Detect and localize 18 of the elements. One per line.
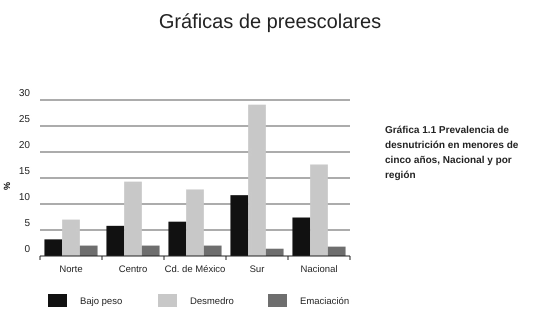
y-tick-label: 15 (18, 166, 30, 177)
legend-label: Desmedro (190, 296, 234, 307)
legend-label: Emaciación (300, 296, 350, 307)
x-tick-label: Nacional (300, 264, 338, 275)
y-tick-label: 30 (18, 88, 30, 99)
legend-label: Bajo peso (80, 296, 122, 307)
y-axis-title: % (2, 182, 12, 190)
y-tick-label: 0 (24, 244, 30, 255)
chart-title: Gráficas de preescolares (158, 11, 382, 33)
y-tick-label: 20 (18, 140, 30, 151)
y-tick-label: 5 (24, 218, 30, 229)
x-tick-label: Cd. de México (164, 264, 226, 275)
text: Gráfica 1.1 Prevalencia de desnutrición en menores de cinco años, Nacional y por región (385, 125, 519, 181)
x-tick-label: Sur (250, 264, 264, 275)
x-tick-label: Norte (59, 264, 83, 275)
y-tick-label: 25 (18, 114, 30, 125)
x-tick-label: Centro (118, 264, 148, 275)
y-tick-label: 10 (18, 192, 30, 203)
